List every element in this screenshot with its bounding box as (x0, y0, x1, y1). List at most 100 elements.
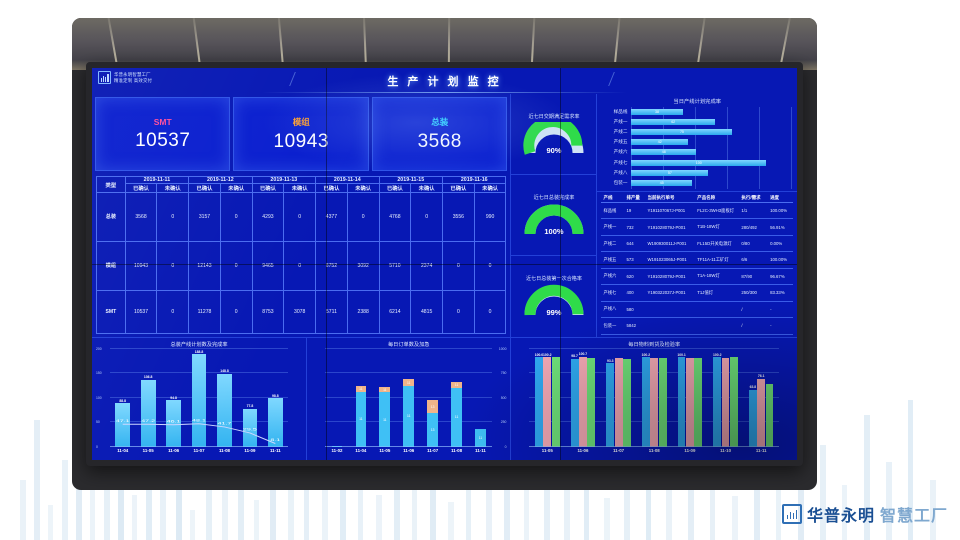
chart-y-tick: 1000 (498, 346, 507, 351)
chart-bar-segment: 11 (403, 379, 415, 386)
line-completion-chart: 样品线 38 产线一 62 产线二 75 产线五 42 产线六 48 产线七 100 产线八 57 包装一 4… (597, 107, 797, 191)
chart-bar: 98.8 (267, 394, 283, 447)
plan-cell: 3078 (283, 289, 317, 334)
chart-bar: 77.8 (242, 404, 258, 447)
chart-bar-group[interactable]: 100.2 (636, 349, 672, 447)
chart-y-tick: 750 (500, 371, 507, 376)
chart-bar-group[interactable]: 77.8 (237, 349, 262, 447)
chart-output-plan[interactable]: 总装产线计划数及完成率 0 50 100 150 200 88.8 136.8 94.8 188… (92, 337, 308, 460)
detail-cell: 包装一 (601, 317, 625, 335)
plan-cell: 990 (473, 192, 507, 242)
chart-segment-label: 13 (430, 428, 435, 433)
chart-x-tick: 11-05 (541, 448, 553, 453)
chart-bar (587, 358, 596, 447)
hbar-track: 57 (631, 169, 793, 176)
table-row[interactable]: 产线五 573 W191023065J-P001 TF11A-11工矿灯 6/6 100.… (601, 251, 793, 269)
table-row[interactable]: 产线七 400 Y190322037J-P001 T1J值灯 250/300 83.33% (601, 284, 793, 302)
kpi-label-module: 模组 (292, 116, 310, 127)
hbar-label: 产线八 (613, 169, 628, 175)
plan-cell: 3157 (188, 192, 221, 242)
chart-bar-group[interactable]: 100.0 100.2 (529, 349, 565, 447)
gauge-3[interactable]: 近七日总装第一次合格率 99% (511, 256, 596, 336)
chart-bar-segment: 11 (355, 391, 367, 447)
table-row[interactable]: 产线一 732 Y191028079J-P001 T1B-18W灯 280/492 56.… (601, 218, 793, 236)
table-row[interactable]: 样品线 19 Y191107067J-P001 FL2C-3WH3面板灯 1/1 100.… (601, 202, 793, 220)
chart-bar-group[interactable]: 13 13 (421, 349, 445, 447)
header-divider (262, 92, 627, 93)
hbar-track: 45 (631, 179, 793, 186)
chart-bar: 100.2 (713, 353, 721, 447)
kpi-card-smt[interactable]: SMT 10537 (95, 97, 231, 172)
hbar-track: 62 (631, 119, 793, 126)
decorative-bar (104, 440, 110, 540)
chart-bar-group[interactable]: 98.8 (263, 349, 288, 447)
chart-x-tick: 11-04 (117, 448, 129, 453)
kpi-value-assembly: 3568 (417, 130, 462, 152)
plan-table-row: 模组 10943 0 12143 0 9465 0 8752 3092 5710 2374 0 0 (96, 240, 507, 291)
detail-cell (645, 317, 696, 335)
chart-bar: 93.3 (606, 359, 615, 447)
gauge-title: 近七日总装第一次合格率 (525, 276, 582, 283)
table-row[interactable]: 包装一 5842 /- (601, 317, 793, 335)
detail-cell: 5842 (624, 317, 646, 335)
hbar-row: 样品线 38 (601, 108, 793, 117)
chart-x-tick: 11-09 (244, 448, 256, 453)
plan-cell: 0 (346, 192, 380, 242)
chart-bar-group[interactable]: 11 11 (373, 349, 397, 447)
kpi-card-assembly[interactable]: 总装 3568 (371, 97, 508, 172)
hbar-rows: 样品线 38 产线一 62 产线二 75 产线五 42 产线六 48 产线七 100 产线八 57 包装一 4… (601, 107, 793, 188)
chart-bar-group[interactable] (325, 349, 349, 447)
chart-bar-group[interactable]: 94.8 (161, 349, 186, 447)
hbar-fill: 100 (631, 159, 767, 166)
chart-segment-label: 11 (383, 387, 387, 392)
gauge-1[interactable]: 近七日交期满足需求率 90% (511, 94, 597, 176)
chart-bar-group[interactable]: 148.8 (212, 349, 237, 447)
kpi-card-module[interactable]: 模组 10943 (233, 97, 369, 172)
detail-cell: 产线六 (601, 268, 625, 286)
table-row[interactable]: 产线二 644 W190930011J-P001 FL15D开关电源灯 0/80 0.00… (601, 235, 793, 253)
detail-header-cell: 排产量 (624, 193, 646, 203)
chart-bar: 100.2 (642, 353, 650, 447)
detail-cell: 产线八 (601, 301, 625, 319)
chart-bar (765, 384, 774, 447)
kpi-label-smt: SMT (153, 116, 172, 127)
chart-bar-group[interactable]: 11 11 (397, 349, 421, 447)
detail-header-cell: 进度 (768, 193, 793, 203)
decorative-bar (624, 442, 630, 540)
detail-cell: 250/300 (739, 284, 769, 302)
chart-bar-group[interactable]: 11 (469, 349, 493, 447)
kpi-value-module: 10943 (273, 130, 329, 152)
chart-material-check[interactable]: 每日物料到货及检验率 100.0 100.2 98.7 100.7 93.3 100.2 1… (511, 338, 797, 460)
plan-cell: 0 (156, 192, 190, 242)
chart-bar-group[interactable]: 11 11 (349, 349, 373, 447)
chart-bar-group[interactable]: 88.8 (110, 349, 135, 447)
chart-bar-group[interactable]: 136.8 (135, 349, 160, 447)
hbar-label: 产线五 (613, 139, 628, 145)
hbar-fill: 57 (631, 169, 709, 176)
chart-bar-group[interactable]: 100.1 (672, 349, 708, 447)
chart-bar-group[interactable]: 93.3 (601, 349, 637, 447)
gauge-2[interactable]: 近七日总装完成率 100% (511, 175, 597, 257)
chart-segment-label: 11 (407, 380, 411, 385)
detail-cell: - (768, 301, 793, 319)
chart-segment-label: 11 (359, 387, 363, 392)
chart-bar-group[interactable]: 11 11 (445, 349, 469, 447)
plan-row-label: 总装 (96, 192, 126, 242)
decorative-bar (412, 475, 417, 540)
hbar-value: 57 (667, 170, 672, 175)
chart-bar-group[interactable]: 98.7 100.7 (565, 349, 601, 447)
line-detail-table-wrap: 产线 排产量 当前执行单号 产品名称 执行/需求 进度 样品线 19 Y191107067J-… (597, 192, 797, 337)
chart-daily-orders[interactable]: 每日订单数及加急 0 250 500 750 1000 11 11 11 11 11 11 13 13 1… (307, 337, 512, 460)
plan-cell: 0 (442, 289, 475, 334)
chart-bar (729, 357, 738, 447)
table-row[interactable]: 产线八 580 /- (601, 301, 793, 319)
dashboard-body: SMT 10537 模组 10943 总装 3568 (92, 94, 797, 337)
plan-sub-header: 未确认 (283, 183, 317, 194)
chart-x-tick: 11-11 (475, 448, 486, 453)
chart-y-tick: 250 (500, 420, 507, 425)
decorative-bar (376, 495, 382, 540)
chart-bar-group[interactable]: 100.2 (708, 349, 744, 447)
chart-bar-group[interactable]: 63.8 76.1 (743, 349, 779, 447)
plan-sub-header-row: 已确认 未确认 已确认 未确认 已确认 未确认 已确认 未确认 已确认 未确认 已确认 未确认 (97, 183, 507, 194)
table-row[interactable]: 产线六 620 Y191028079J-P001 T1A-18W灯 87/90 96.67… (601, 268, 793, 286)
